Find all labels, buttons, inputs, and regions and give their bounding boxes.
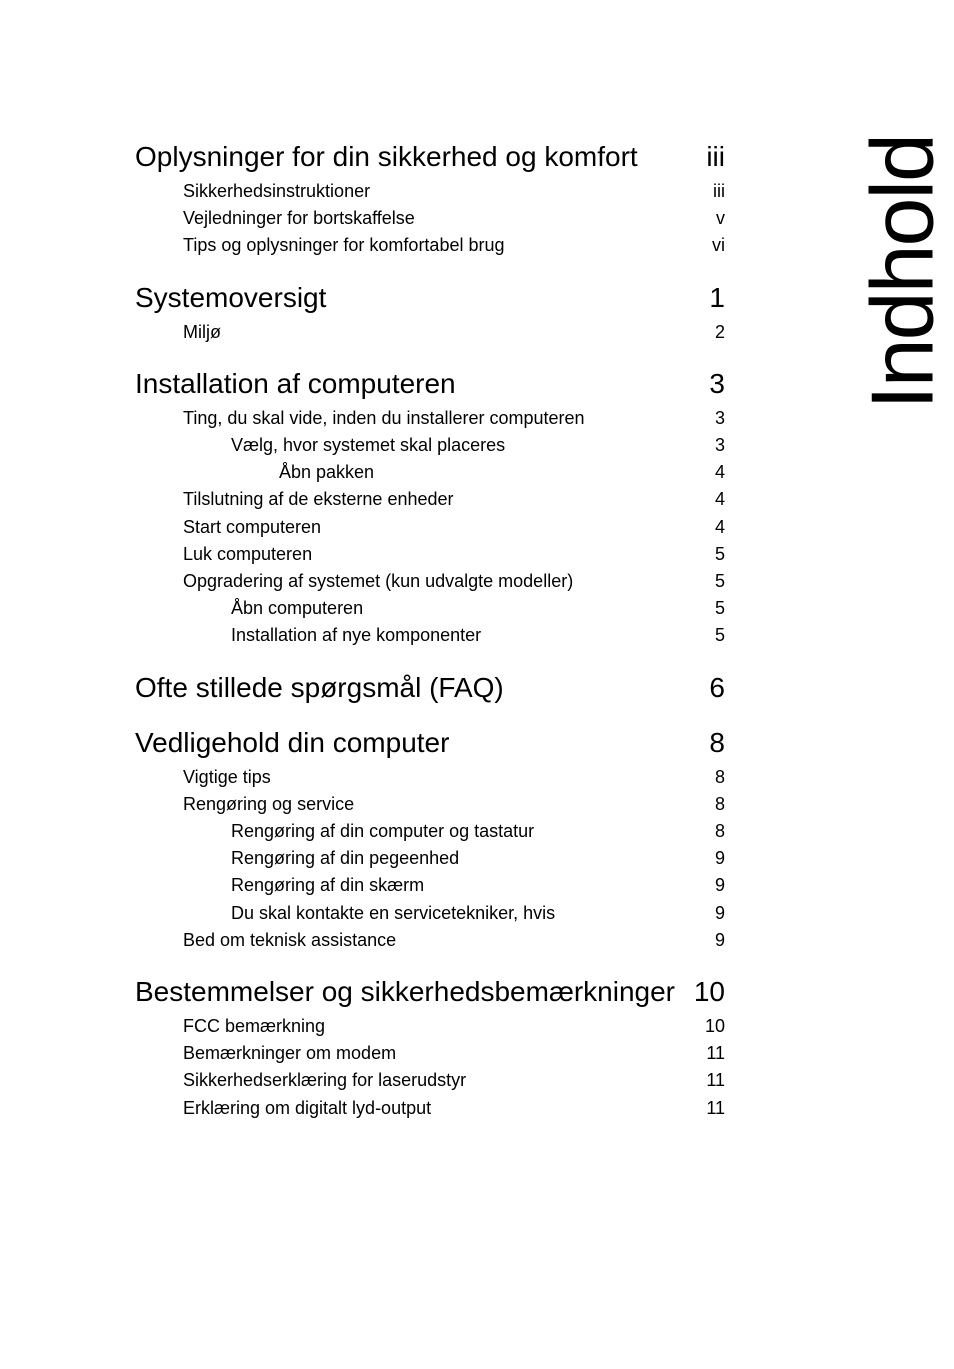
toc-section-page: 6 — [685, 672, 725, 704]
sidebar-title: Indhold — [859, 135, 947, 410]
toc-section-title: Ofte stillede spørgsmål (FAQ) — [135, 671, 685, 704]
toc-entry-label: Miljø — [135, 320, 685, 345]
toc-entry-row: Vigtige tips8 — [135, 765, 725, 790]
toc-entry-label: Start computeren — [135, 515, 685, 540]
toc-entry-row: Vejledninger for bortskaffelsev — [135, 206, 725, 231]
toc-section-page: 3 — [685, 368, 725, 400]
toc-section-title: Installation af computeren — [135, 367, 685, 400]
toc-entry-label: Tips og oplysninger for komfortabel brug — [135, 233, 685, 258]
toc-entry-row: Start computeren4 — [135, 515, 725, 540]
toc-entry-page: 8 — [685, 794, 725, 815]
toc-entry-page: 9 — [685, 903, 725, 924]
toc-entry-page: 4 — [685, 517, 725, 538]
toc-entry-label: Åbn computeren — [135, 596, 685, 621]
toc-entry-page: 4 — [685, 462, 725, 483]
toc-entry-row: Erklæring om digitalt lyd-output11 — [135, 1096, 725, 1121]
toc-content: Oplysninger for din sikkerhed og komfort… — [135, 140, 725, 1121]
toc-entry-page: 4 — [685, 489, 725, 510]
toc-entry-label: Opgradering af systemet (kun udvalgte mo… — [135, 569, 685, 594]
toc-section-title: Oplysninger for din sikkerhed og komfort — [135, 140, 685, 173]
toc-entry-page: 8 — [685, 767, 725, 788]
toc-section-row: Oplysninger for din sikkerhed og komfort… — [135, 140, 725, 173]
toc-entry-label: Vejledninger for bortskaffelse — [135, 206, 685, 231]
toc-section-page: 8 — [685, 727, 725, 759]
toc-entry-label: Rengøring og service — [135, 792, 685, 817]
toc-entry-row: Tilslutning af de eksterne enheder4 — [135, 487, 725, 512]
toc-entry-row: Sikkerhedsinstruktioneriii — [135, 179, 725, 204]
toc-section-row: Vedligehold din computer8 — [135, 726, 725, 759]
toc-entry-page: 3 — [685, 408, 725, 429]
toc-entry-page: 11 — [685, 1043, 725, 1064]
toc-entry-label: Ting, du skal vide, inden du installerer… — [135, 406, 685, 431]
toc-entry-page: 11 — [685, 1098, 725, 1119]
toc-entry-row: Du skal kontakte en servicetekniker, hvi… — [135, 901, 725, 926]
toc-entry-label: Vigtige tips — [135, 765, 685, 790]
toc-entry-label: Tilslutning af de eksterne enheder — [135, 487, 685, 512]
toc-entry-label: Rengøring af din pegeenhed — [135, 846, 685, 871]
toc-entry-label: Rengøring af din skærm — [135, 873, 685, 898]
toc-entry-row: Åbn pakken4 — [135, 460, 725, 485]
toc-entry-page: 5 — [685, 571, 725, 592]
toc-entry-label: Installation af nye komponenter — [135, 623, 685, 648]
toc-entry-row: Installation af nye komponenter5 — [135, 623, 725, 648]
toc-entry-page: 9 — [685, 875, 725, 896]
toc-entry-label: Bed om teknisk assistance — [135, 928, 685, 953]
toc-entry-label: Vælg, hvor systemet skal placeres — [135, 433, 685, 458]
toc-section-page: 1 — [685, 282, 725, 314]
toc-entry-page: 2 — [685, 322, 725, 343]
toc-section-row: Installation af computeren3 — [135, 367, 725, 400]
page: Indhold Oplysninger for din sikkerhed og… — [0, 0, 954, 1369]
toc-entry-label: Åbn pakken — [135, 460, 685, 485]
toc-entry-page: 11 — [685, 1070, 725, 1091]
toc-entry-label: FCC bemærkning — [135, 1014, 685, 1039]
toc-section-row: Bestemmelser og sikkerhedsbemærkninger10 — [135, 975, 725, 1008]
toc-entry-row: Luk computeren5 — [135, 542, 725, 567]
toc-entry-row: Bemærkninger om modem11 — [135, 1041, 725, 1066]
toc-entry-label: Rengøring af din computer og tastatur — [135, 819, 685, 844]
toc-entry-page: 5 — [685, 598, 725, 619]
toc-entry-label: Du skal kontakte en servicetekniker, hvi… — [135, 901, 685, 926]
toc-entry-row: Rengøring og service8 — [135, 792, 725, 817]
toc-entry-page: 5 — [685, 544, 725, 565]
toc-entry-page: 3 — [685, 435, 725, 456]
toc-entry-row: Sikkerhedserklæring for laserudstyr11 — [135, 1068, 725, 1093]
toc-entry-row: Rengøring af din pegeenhed9 — [135, 846, 725, 871]
toc-entry-row: Rengøring af din skærm9 — [135, 873, 725, 898]
toc-section-page: 10 — [685, 976, 725, 1008]
toc-section-title: Vedligehold din computer — [135, 726, 685, 759]
toc-entry-label: Bemærkninger om modem — [135, 1041, 685, 1066]
toc-entry-row: Tips og oplysninger for komfortabel brug… — [135, 233, 725, 258]
toc-entry-row: Opgradering af systemet (kun udvalgte mo… — [135, 569, 725, 594]
toc-entry-row: Miljø2 — [135, 320, 725, 345]
toc-entry-page: vi — [685, 235, 725, 256]
toc-entry-label: Erklæring om digitalt lyd-output — [135, 1096, 685, 1121]
toc-entry-page: 10 — [685, 1016, 725, 1037]
toc-entry-row: Rengøring af din computer og tastatur8 — [135, 819, 725, 844]
toc-entry-label: Sikkerhedsinstruktioner — [135, 179, 685, 204]
toc-entry-page: iii — [685, 181, 725, 202]
toc-section-page: iii — [685, 141, 725, 173]
toc-entry-row: Åbn computeren5 — [135, 596, 725, 621]
toc-entry-row: Bed om teknisk assistance9 — [135, 928, 725, 953]
toc-entry-page: 9 — [685, 930, 725, 951]
toc-entry-label: Sikkerhedserklæring for laserudstyr — [135, 1068, 685, 1093]
toc-entry-page: v — [685, 208, 725, 229]
toc-entry-page: 5 — [685, 625, 725, 646]
toc-section-row: Ofte stillede spørgsmål (FAQ)6 — [135, 671, 725, 704]
toc-section-title: Bestemmelser og sikkerhedsbemærkninger — [135, 975, 685, 1008]
toc-section-row: Systemoversigt1 — [135, 281, 725, 314]
toc-entry-row: FCC bemærkning10 — [135, 1014, 725, 1039]
toc-entry-label: Luk computeren — [135, 542, 685, 567]
toc-entry-row: Ting, du skal vide, inden du installerer… — [135, 406, 725, 431]
toc-entry-page: 9 — [685, 848, 725, 869]
toc-section-title: Systemoversigt — [135, 281, 685, 314]
toc-entry-page: 8 — [685, 821, 725, 842]
toc-entry-row: Vælg, hvor systemet skal placeres3 — [135, 433, 725, 458]
